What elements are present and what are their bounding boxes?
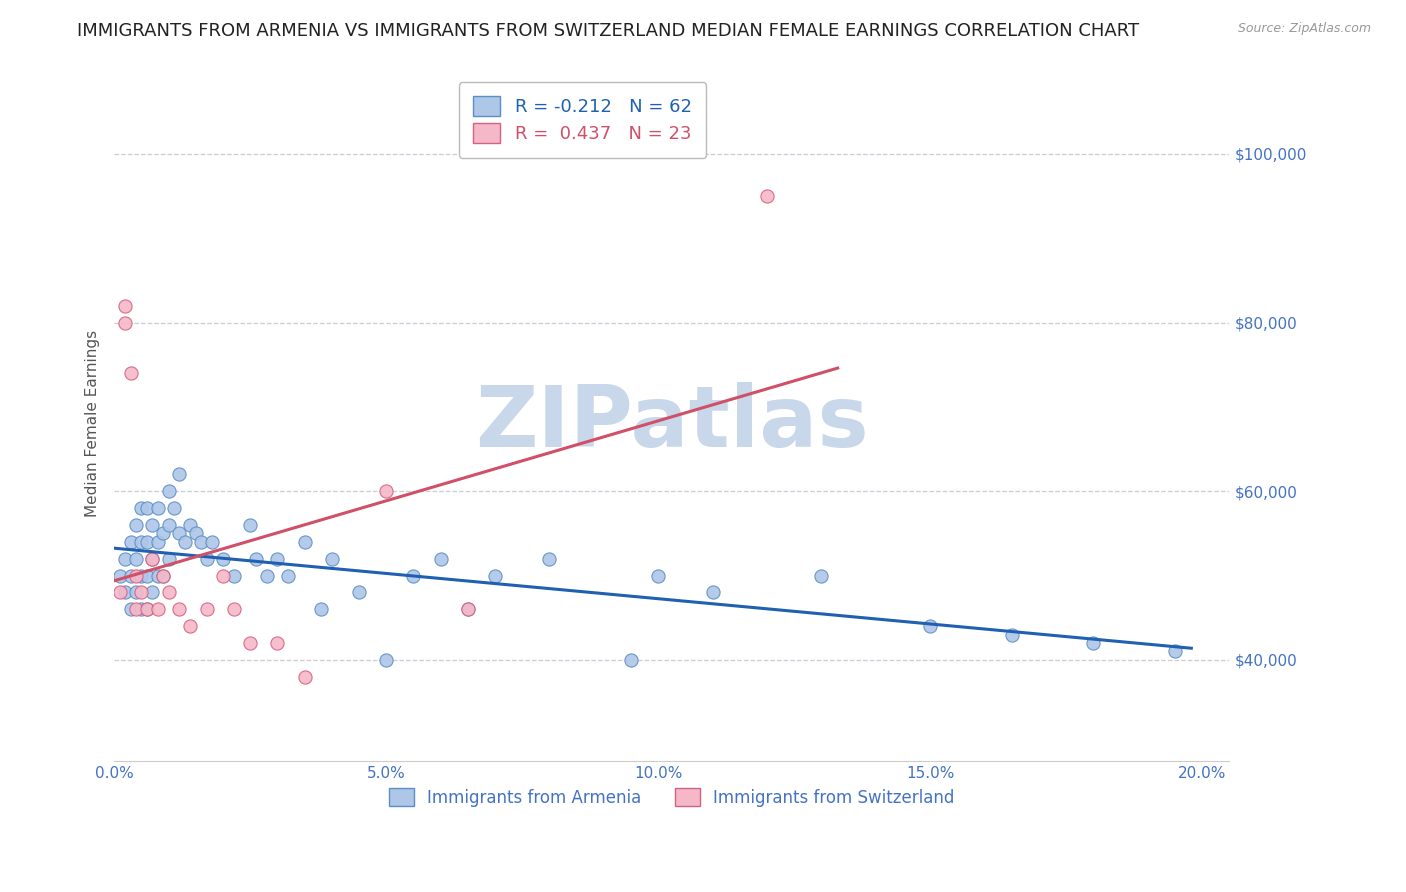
Point [108, 585, 131, 599]
Point [135, 602, 157, 616]
Text: IMMIGRANTS FROM ARMENIA VS IMMIGRANTS FROM SWITZERLAND MEDIAN FEMALE EARNINGS CO: IMMIGRANTS FROM ARMENIA VS IMMIGRANTS FR… [77, 22, 1139, 40]
Point [125, 551, 148, 566]
Point [152, 568, 174, 582]
Point [135, 602, 157, 616]
Point [125, 517, 148, 532]
Point [402, 568, 425, 582]
Point [375, 653, 398, 667]
Point [1001, 627, 1024, 641]
Point [125, 585, 148, 599]
Point [266, 551, 288, 566]
Point [157, 517, 180, 532]
Point [120, 602, 142, 616]
Point [195, 602, 218, 616]
Point [457, 602, 479, 616]
Point [108, 568, 131, 582]
Point [321, 551, 343, 566]
Point [131, 585, 153, 599]
Point [294, 670, 316, 684]
Point [163, 501, 186, 516]
Point [141, 585, 163, 599]
Point [131, 501, 153, 516]
Legend: Immigrants from Armenia, Immigrants from Switzerland: Immigrants from Armenia, Immigrants from… [382, 781, 962, 814]
Point [174, 534, 197, 549]
Point [179, 619, 201, 633]
Point [190, 534, 212, 549]
Point [114, 585, 136, 599]
Point [484, 568, 506, 582]
Point [375, 484, 398, 499]
Point [125, 602, 148, 616]
Point [120, 366, 142, 380]
Point [212, 551, 235, 566]
Point [146, 568, 169, 582]
Point [810, 568, 832, 582]
Point [222, 568, 245, 582]
Point [195, 551, 218, 566]
Point [429, 551, 451, 566]
Point [239, 517, 262, 532]
Point [256, 568, 278, 582]
Point [647, 568, 669, 582]
Point [114, 551, 136, 566]
Point [169, 602, 191, 616]
Point [756, 189, 779, 203]
Point [141, 517, 163, 532]
Point [212, 568, 235, 582]
Point [120, 568, 142, 582]
Point [277, 568, 299, 582]
Point [309, 602, 332, 616]
Point [169, 467, 191, 482]
Point [294, 534, 316, 549]
Point [135, 501, 157, 516]
Point [347, 585, 370, 599]
Point [141, 551, 163, 566]
Text: Source: ZipAtlas.com: Source: ZipAtlas.com [1237, 22, 1371, 36]
Y-axis label: Median Female Earnings: Median Female Earnings [86, 330, 100, 517]
Point [1083, 636, 1105, 650]
Point [131, 602, 153, 616]
Point [920, 619, 942, 633]
Point [620, 653, 643, 667]
Point [152, 526, 174, 541]
Point [146, 501, 169, 516]
Point [157, 585, 180, 599]
Point [245, 551, 267, 566]
Point [120, 534, 142, 549]
Point [201, 534, 224, 549]
Point [125, 568, 148, 582]
Point [1164, 644, 1187, 658]
Point [141, 551, 163, 566]
Point [146, 534, 169, 549]
Point [222, 602, 245, 616]
Point [146, 602, 169, 616]
Point [131, 568, 153, 582]
Point [266, 636, 288, 650]
Point [114, 299, 136, 313]
Point [184, 526, 207, 541]
Point [152, 568, 174, 582]
Point [239, 636, 262, 650]
Point [169, 526, 191, 541]
Point [157, 484, 180, 499]
Text: ZIPatlas: ZIPatlas [475, 382, 869, 466]
Point [157, 551, 180, 566]
Point [538, 551, 561, 566]
Point [114, 316, 136, 330]
Point [131, 534, 153, 549]
Point [135, 534, 157, 549]
Point [457, 602, 479, 616]
Point [702, 585, 724, 599]
Point [135, 568, 157, 582]
Point [179, 517, 201, 532]
